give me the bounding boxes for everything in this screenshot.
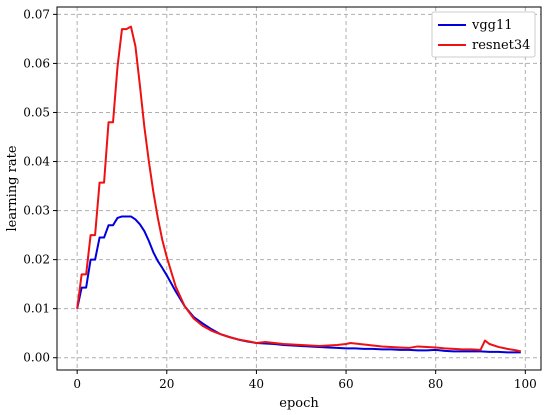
x-tick-label: 80 bbox=[428, 377, 443, 391]
series-line-resnet34 bbox=[76, 25, 522, 353]
plot-frame bbox=[56, 6, 542, 371]
axis-ticks: 0 20 40 60 80 100 0.00 0.01 0.02 0.03 0.04 0.05 0.06… bbox=[23, 7, 536, 391]
series-line-vgg11 bbox=[76, 215, 521, 354]
x-tick-label: 40 bbox=[249, 377, 264, 391]
y-tick-label: 0.04 bbox=[23, 155, 50, 169]
series-lines bbox=[76, 25, 522, 354]
y-tick-label: 0.05 bbox=[23, 105, 50, 119]
grid-lines bbox=[57, 7, 541, 370]
legend: vgg11 resnet34 bbox=[431, 11, 536, 58]
y-tick-label: 0.06 bbox=[23, 56, 50, 70]
y-tick-label: 0.02 bbox=[23, 253, 50, 267]
x-tick-label: 100 bbox=[514, 377, 537, 391]
y-tick-label: 0.03 bbox=[23, 204, 50, 218]
y-axis-label: learning rate bbox=[5, 145, 20, 231]
x-tick-label: 60 bbox=[338, 377, 353, 391]
x-axis-label: epoch bbox=[279, 396, 319, 411]
x-tick-label: 20 bbox=[159, 377, 174, 391]
legend-label-vgg11: vgg11 bbox=[471, 18, 513, 33]
y-tick-label: 0.01 bbox=[23, 302, 50, 316]
x-tick-label: 0 bbox=[73, 377, 81, 391]
y-tick-label: 0.00 bbox=[23, 351, 50, 365]
legend-label-resnet34: resnet34 bbox=[472, 38, 530, 53]
y-tick-label: 0.07 bbox=[23, 7, 50, 21]
